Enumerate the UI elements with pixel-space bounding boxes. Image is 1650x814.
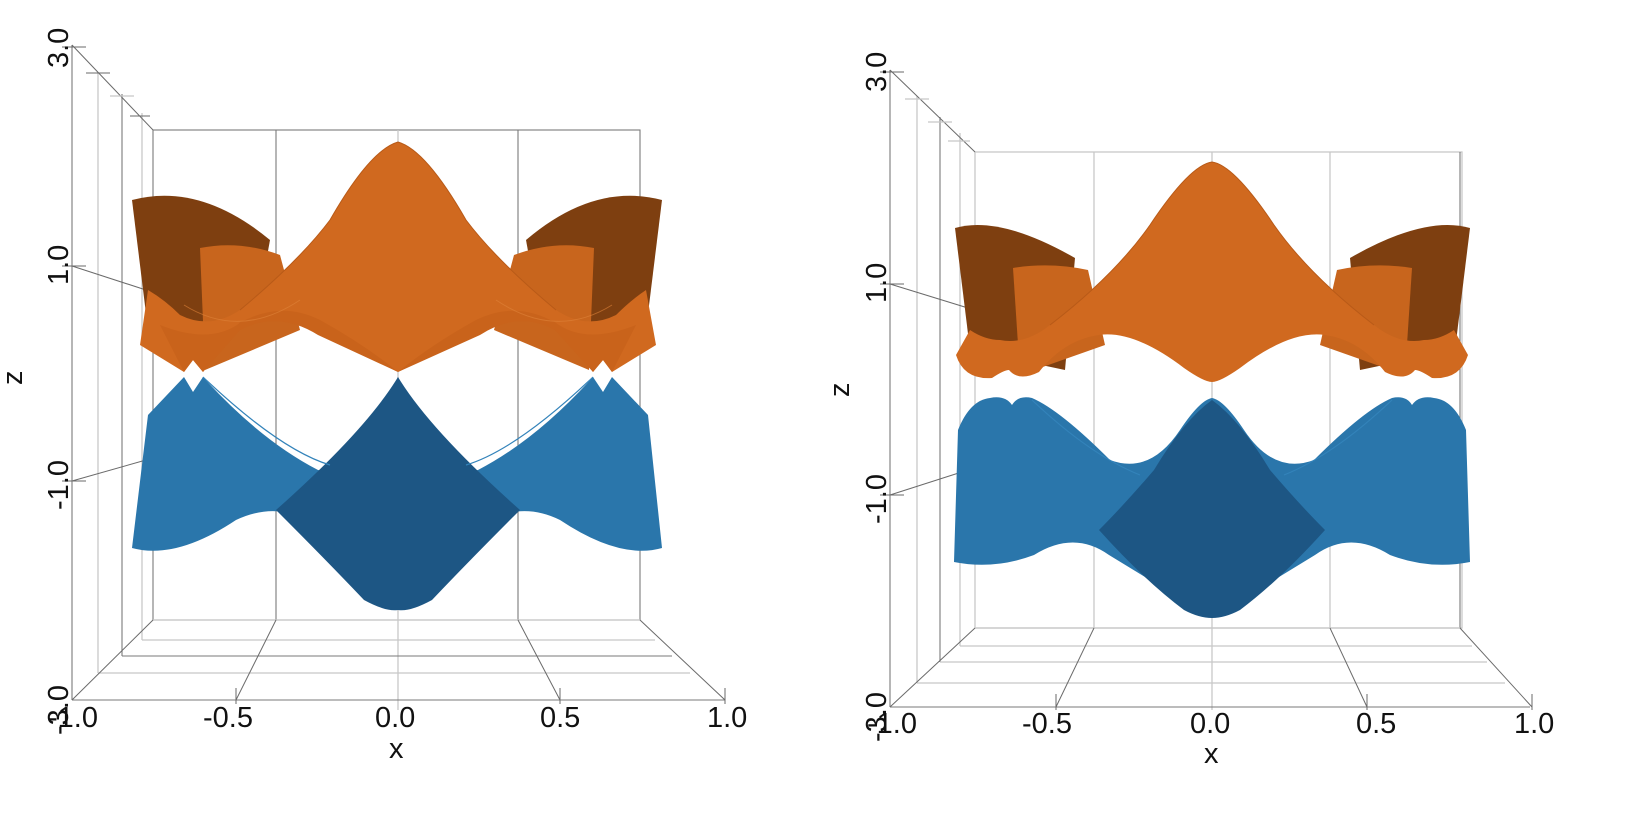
z-tick-neg3: -3.0: [861, 692, 893, 742]
x-tick-neg05: -0.5: [1022, 708, 1072, 740]
z-tick-neg1: -1.0: [861, 474, 893, 524]
plot-panel-left: 3.0 1.0 -1.0 -3.0 z -1.0 -0.5 0.0 0.5 1.…: [0, 28, 747, 765]
z-tick-3: 3.0: [43, 28, 75, 68]
z-tick-1: 1.0: [43, 245, 75, 285]
x-axis-title: x: [1204, 738, 1219, 770]
grid-lines: [62, 44, 726, 710]
grid-lines: [880, 69, 1533, 710]
z-axis-title: z: [824, 383, 856, 398]
z-tick-3: 3.0: [861, 52, 893, 92]
upper-band-surface: [955, 161, 1470, 382]
z-tick-1: 1.0: [861, 263, 893, 303]
x-tick-05: 0.5: [1356, 708, 1396, 740]
x-tick-1: 1.0: [1514, 708, 1554, 740]
z-tick-neg3: -3.0: [43, 685, 75, 735]
x-axis-ticks: -1.0 -0.5 0.0 0.5 1.0: [867, 708, 1554, 740]
x-axis-ticks: -1.0 -0.5 0.0 0.5 1.0: [48, 702, 747, 734]
plot-panel-right: 3.0 1.0 -1.0 -3.0 z -1.0 -0.5 0.0 0.5 1.…: [820, 0, 1645, 814]
x-tick-0: 0.0: [1190, 708, 1230, 740]
x-tick-neg05: -0.5: [203, 702, 253, 734]
upper-band-surface: [132, 141, 662, 372]
lower-band-surface: [954, 397, 1470, 618]
z-axis-ticks: 3.0 1.0 -1.0 -3.0: [43, 28, 75, 735]
z-axis-ticks: 3.0 1.0 -1.0 -3.0: [861, 52, 893, 742]
x-tick-0: 0.0: [375, 702, 415, 734]
surface-plot-left: 3.0 1.0 -1.0 -3.0 z -1.0 -0.5 0.0 0.5 1.…: [0, 28, 747, 765]
z-tick-neg1: -1.0: [43, 460, 75, 510]
lower-band-surface: [132, 376, 662, 611]
x-tick-neg1: -1.0: [48, 702, 98, 734]
x-tick-neg1: -1.0: [867, 708, 917, 740]
x-tick-05: 0.5: [540, 702, 580, 734]
z-axis-title: z: [0, 371, 29, 386]
x-tick-1: 1.0: [707, 702, 747, 734]
surface-plot-right: 3.0 1.0 -1.0 -3.0 z -1.0 -0.5 0.0 0.5 1.…: [824, 52, 1554, 770]
x-axis-title: x: [389, 733, 404, 765]
